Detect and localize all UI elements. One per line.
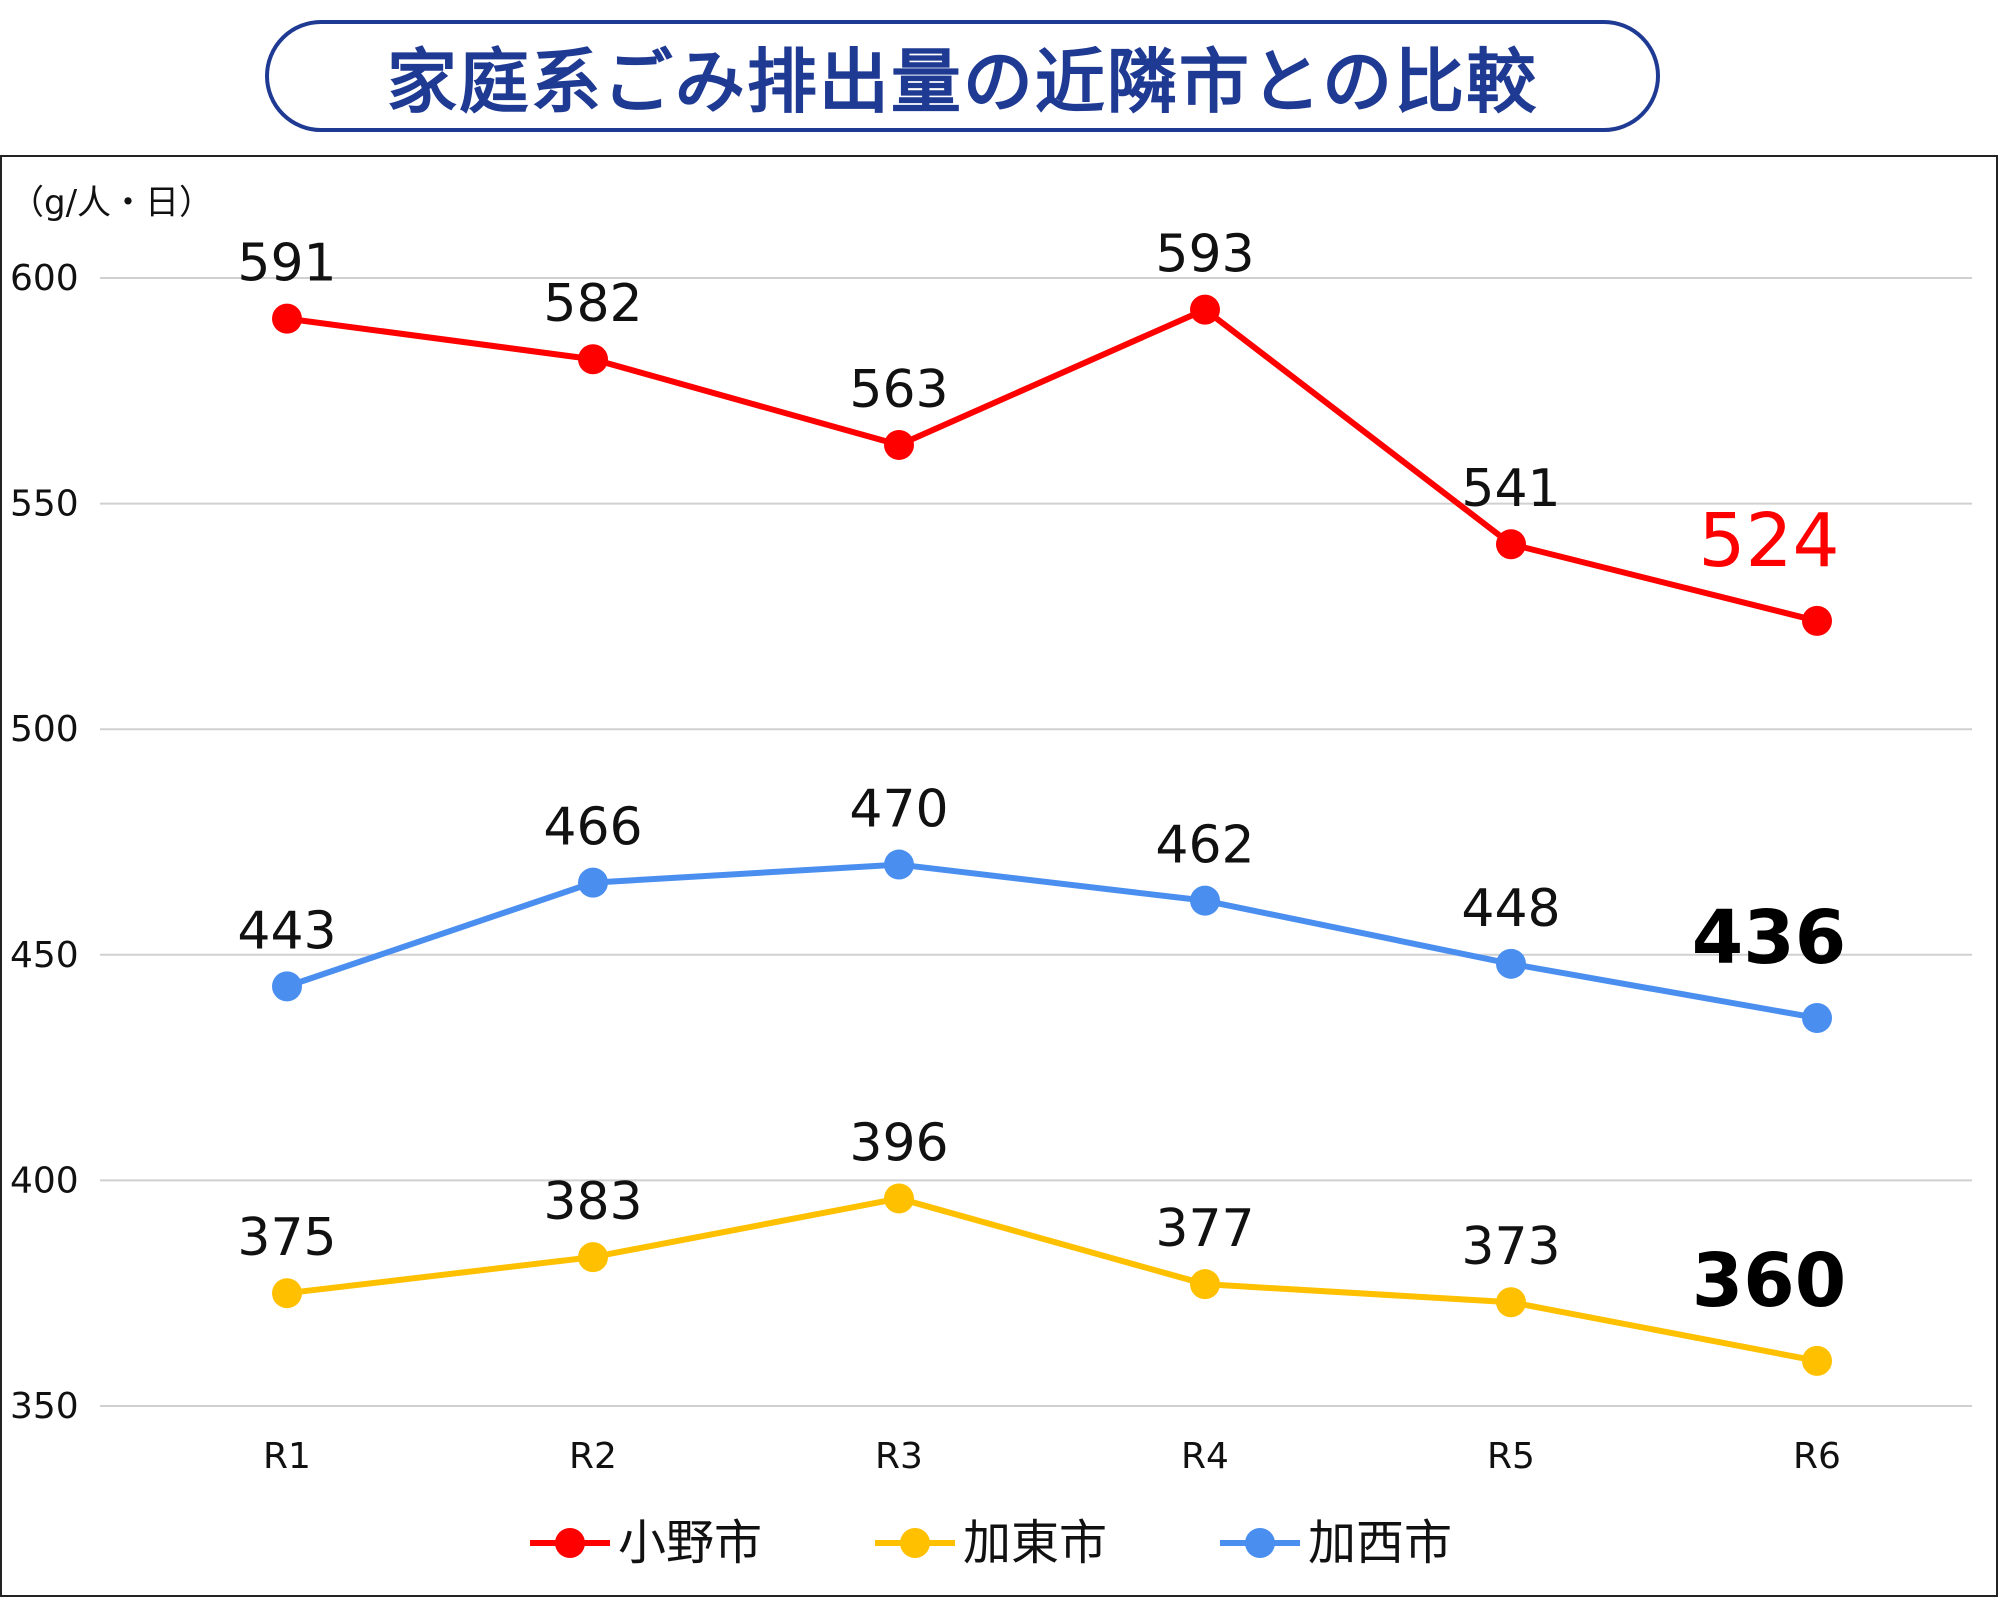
y-tick-label: 400 xyxy=(10,1160,79,1201)
legend-marker xyxy=(555,1528,585,1558)
x-tick-label: R6 xyxy=(1793,1436,1841,1477)
gridlines xyxy=(100,277,1972,1407)
data-label: 373 xyxy=(1461,1217,1560,1277)
data-point xyxy=(1802,1345,1832,1376)
data-point xyxy=(1190,294,1220,325)
data-label: 462 xyxy=(1155,816,1254,876)
x-tick-label: R1 xyxy=(263,1436,311,1477)
data-point xyxy=(578,1242,608,1273)
series-line xyxy=(286,306,1818,624)
data-label: 582 xyxy=(543,274,642,334)
chart-title-box: 家庭系ごみ排出量の近隣市との比較 xyxy=(265,20,1660,132)
data-point xyxy=(1496,1287,1526,1318)
data-point xyxy=(1496,948,1526,979)
x-tick-label: R3 xyxy=(875,1436,923,1477)
y-tick-label: 550 xyxy=(10,484,79,525)
x-tick-label: R2 xyxy=(569,1436,617,1477)
y-unit-label: （g/人・日） xyxy=(10,183,213,223)
data-point xyxy=(272,303,302,334)
data-point xyxy=(1802,605,1832,636)
y-tick-label: 600 xyxy=(10,258,79,299)
legend-marker xyxy=(900,1528,930,1558)
y-axis-ticks: 350 400 450 500 550 600 xyxy=(10,258,79,1427)
data-point xyxy=(1190,1269,1220,1300)
series-group xyxy=(272,294,1832,1376)
data-label: 436 xyxy=(1692,895,1846,981)
data-point xyxy=(272,971,302,1002)
series-line xyxy=(286,1195,1818,1364)
data-point xyxy=(1190,885,1220,916)
data-point xyxy=(1496,529,1526,560)
data-label: 593 xyxy=(1155,225,1254,285)
series-line xyxy=(286,861,1818,1021)
data-label: 396 xyxy=(849,1113,948,1173)
x-tick-label: R5 xyxy=(1487,1436,1535,1477)
data-labels-group: 591 582 563 593 541 524 375 383 396 377 373 360 443 4… xyxy=(237,225,1846,1324)
data-label: 524 xyxy=(1698,498,1839,584)
data-label: 443 xyxy=(237,901,336,961)
data-label: 448 xyxy=(1461,879,1560,939)
y-tick-label: 500 xyxy=(10,709,79,750)
y-tick-label: 450 xyxy=(10,935,79,976)
data-point xyxy=(884,849,914,880)
legend-label: 加西市 xyxy=(1308,1515,1452,1571)
data-point xyxy=(1802,1002,1832,1033)
x-axis-ticks: R1 R2 R3 R4 R5 R6 xyxy=(263,1436,1841,1477)
chart-title: 家庭系ごみ排出量の近隣市との比較 xyxy=(386,40,1539,123)
data-label: 591 xyxy=(237,234,336,294)
legend-label: 加東市 xyxy=(963,1515,1107,1571)
legend-label: 小野市 xyxy=(618,1515,762,1571)
data-label: 360 xyxy=(1692,1238,1846,1324)
y-tick-label: 350 xyxy=(10,1386,79,1427)
data-label: 383 xyxy=(543,1172,642,1232)
data-point xyxy=(578,867,608,898)
data-label: 563 xyxy=(849,360,948,420)
data-point xyxy=(272,1278,302,1309)
data-label: 375 xyxy=(237,1208,336,1268)
data-point xyxy=(884,429,914,460)
data-label: 377 xyxy=(1155,1199,1254,1259)
data-label: 466 xyxy=(543,798,642,858)
data-point xyxy=(578,344,608,375)
x-tick-label: R4 xyxy=(1181,1436,1229,1477)
legend: 小野市 加東市 加西市 xyxy=(530,1515,1452,1571)
data-label: 541 xyxy=(1461,459,1560,519)
data-point xyxy=(884,1183,914,1214)
data-label: 470 xyxy=(849,780,948,840)
legend-marker xyxy=(1245,1528,1275,1558)
chart-frame xyxy=(0,155,1998,1597)
